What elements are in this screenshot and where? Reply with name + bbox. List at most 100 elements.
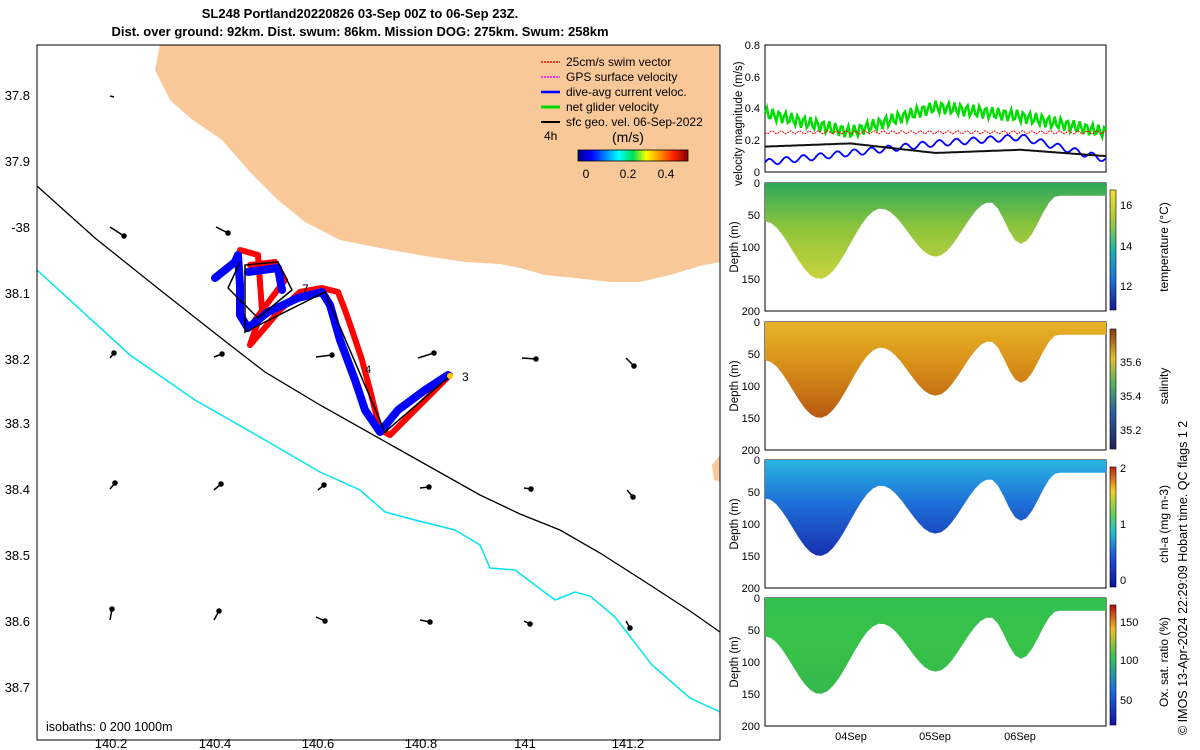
- legend-net-velocity: net glider velocity: [566, 100, 659, 114]
- lat-tick: 37.8: [5, 88, 30, 103]
- lat-tick: 38.2: [5, 352, 30, 367]
- depth-tick: 200: [742, 583, 760, 595]
- day-label-7: 7: [302, 282, 309, 296]
- colorbar-tick: 0: [583, 167, 590, 181]
- depth-label: Depth (m): [729, 498, 741, 549]
- colorbar-tick: 35.6: [1120, 357, 1141, 369]
- depth-tick: 50: [748, 349, 760, 361]
- lat-tick: 38.7: [5, 680, 30, 695]
- colorbar-tick: 2: [1120, 463, 1126, 475]
- lat-tick: -38: [11, 220, 30, 235]
- day-label-3: 3: [462, 370, 469, 384]
- depth-tick: 0: [754, 178, 760, 190]
- section-colorbar: [1109, 466, 1117, 588]
- lat-axis: 37.8 37.9 -38 38.1 38.2 38.3 38.4 38.5 3…: [5, 88, 30, 695]
- colorbar-tick: 150: [1120, 617, 1138, 629]
- velocity-series-line: [764, 133, 1107, 166]
- colorbar-tick: 100: [1120, 655, 1138, 667]
- legend-gps-velocity: GPS surface velocity: [566, 70, 677, 84]
- colorbar-tick: 35.2: [1120, 425, 1141, 437]
- colorbar-tick: 0.4: [658, 167, 675, 181]
- depth-tick: 100: [742, 519, 760, 531]
- map-land: [155, 45, 720, 282]
- lat-tick: 38.5: [5, 548, 30, 563]
- time-tick: 04Sep: [835, 731, 867, 743]
- section-colorbar: [1109, 189, 1117, 311]
- depth-tick: 0: [754, 317, 760, 329]
- colorbar-tick: 1: [1120, 519, 1126, 531]
- depth-label: Depth (m): [729, 360, 741, 411]
- velocity-series-line: [764, 130, 1107, 135]
- time-axis: 04Sep 05Sep 06Sep: [835, 731, 1036, 743]
- legend-geo-velocity: sfc geo. vel. 06-Sep-2022: [566, 115, 703, 129]
- section-chla: 0 1 2 chl-a (mg m-3) 0 50 100 150 200 Depth (m): [729, 455, 1171, 595]
- velocity-series-line: [763, 98, 1107, 142]
- lon-tick: 141.2: [612, 736, 645, 750]
- map-land-islet: [712, 455, 720, 482]
- colorbar-tick: 50: [1120, 695, 1132, 707]
- depth-tick: 100: [742, 381, 760, 393]
- section-salinity: 35.2 35.4 35.6 salinity 0 50 100 150 200 Depth (m…: [729, 317, 1171, 457]
- depth-tick: 0: [754, 593, 760, 605]
- colorbar-tick: 35.4: [1120, 391, 1141, 403]
- section-clabel: Ox. sat. ratio (%): [1157, 617, 1171, 707]
- lon-tick: 140.6: [302, 736, 335, 750]
- depth-tick: 150: [742, 689, 760, 701]
- colorbar-tick: 0.2: [620, 167, 637, 181]
- section-field: [765, 322, 1106, 418]
- depth-tick: 200: [742, 721, 760, 733]
- isobaths-label: isobaths: 0 200 1000m: [46, 720, 172, 734]
- depth-tick: 100: [742, 242, 760, 254]
- time-tick: 06Sep: [1004, 731, 1036, 743]
- chart-subtitle: Dist. over ground: 92km. Dist. swum: 86k…: [111, 24, 609, 39]
- map-panel: 3 4 7 37.8 37.9 -38 38.1 38.2 38.3 38.4 …: [5, 44, 721, 750]
- colorbar: [577, 149, 689, 162]
- lat-tick: 38.6: [5, 614, 30, 629]
- section-field: [765, 183, 1106, 279]
- velocity-y-axis: 0 0.2 0.4 0.6 0.8: [745, 40, 760, 179]
- depth-label: Depth (m): [729, 221, 741, 272]
- depth-label: Depth (m): [729, 636, 741, 687]
- section-temperature: 12 14 16 temperature (°C) 0 50 100 150 200 Depth …: [729, 178, 1171, 318]
- lon-tick: 141: [514, 736, 536, 750]
- depth-tick: 200: [742, 445, 760, 457]
- depth-tick: 100: [742, 657, 760, 669]
- section-field: [765, 598, 1106, 694]
- colorbar-tick: 14: [1120, 241, 1132, 253]
- day-label-4: 4: [365, 364, 371, 376]
- map-legend: 25cm/s swim vector GPS surface velocity …: [541, 55, 703, 181]
- lat-tick: 38.4: [5, 482, 30, 497]
- vel-tick: 0.4: [745, 103, 760, 115]
- depth-tick: 50: [748, 210, 760, 222]
- section-colorbar: [1109, 604, 1117, 726]
- depth-tick: 150: [742, 413, 760, 425]
- depth-tick: 150: [742, 274, 760, 286]
- current-vectors: [211, 251, 452, 436]
- section-field: [765, 460, 1106, 556]
- legend-swim-vector: 25cm/s swim vector: [566, 55, 671, 69]
- lon-tick: 140.4: [199, 736, 232, 750]
- time-tick: 05Sep: [919, 731, 951, 743]
- lon-axis: 140.2 140.4 140.6 140.8 141 141.2: [95, 736, 645, 750]
- colorbar-tick: 16: [1120, 200, 1132, 212]
- vel-tick: 0.8: [745, 40, 760, 52]
- section-clabel: salinity: [1157, 368, 1171, 405]
- velocity-axes: [764, 44, 1107, 173]
- velocity-series: [763, 98, 1107, 166]
- velocity-panel: 0 0.2 0.4 0.6 0.8 velocity magnitude (m/…: [733, 40, 1107, 186]
- section-clabel: chl-a (mg m-3): [1157, 485, 1171, 563]
- lat-tick: 38.3: [5, 416, 30, 431]
- copyright-note: © IMOS 13-Apr-2024 22:29:09 Hobart time.…: [1176, 420, 1190, 735]
- isobath-1000m: [37, 269, 720, 713]
- section-colorbar: [1109, 328, 1117, 450]
- velocity-ylabel: velocity magnitude (m/s): [733, 61, 745, 186]
- colorbar-label: (m/s): [612, 129, 644, 145]
- section-oxygen: 50 100 150 Ox. sat. ratio (%) 0 50 100 150 200 De…: [729, 593, 1171, 733]
- depth-tick: 0: [754, 455, 760, 467]
- time-label: 4h: [544, 129, 557, 143]
- colorbar-tick: 12: [1120, 281, 1132, 293]
- isobath-200m: [37, 185, 720, 633]
- lon-tick: 140.2: [95, 736, 128, 750]
